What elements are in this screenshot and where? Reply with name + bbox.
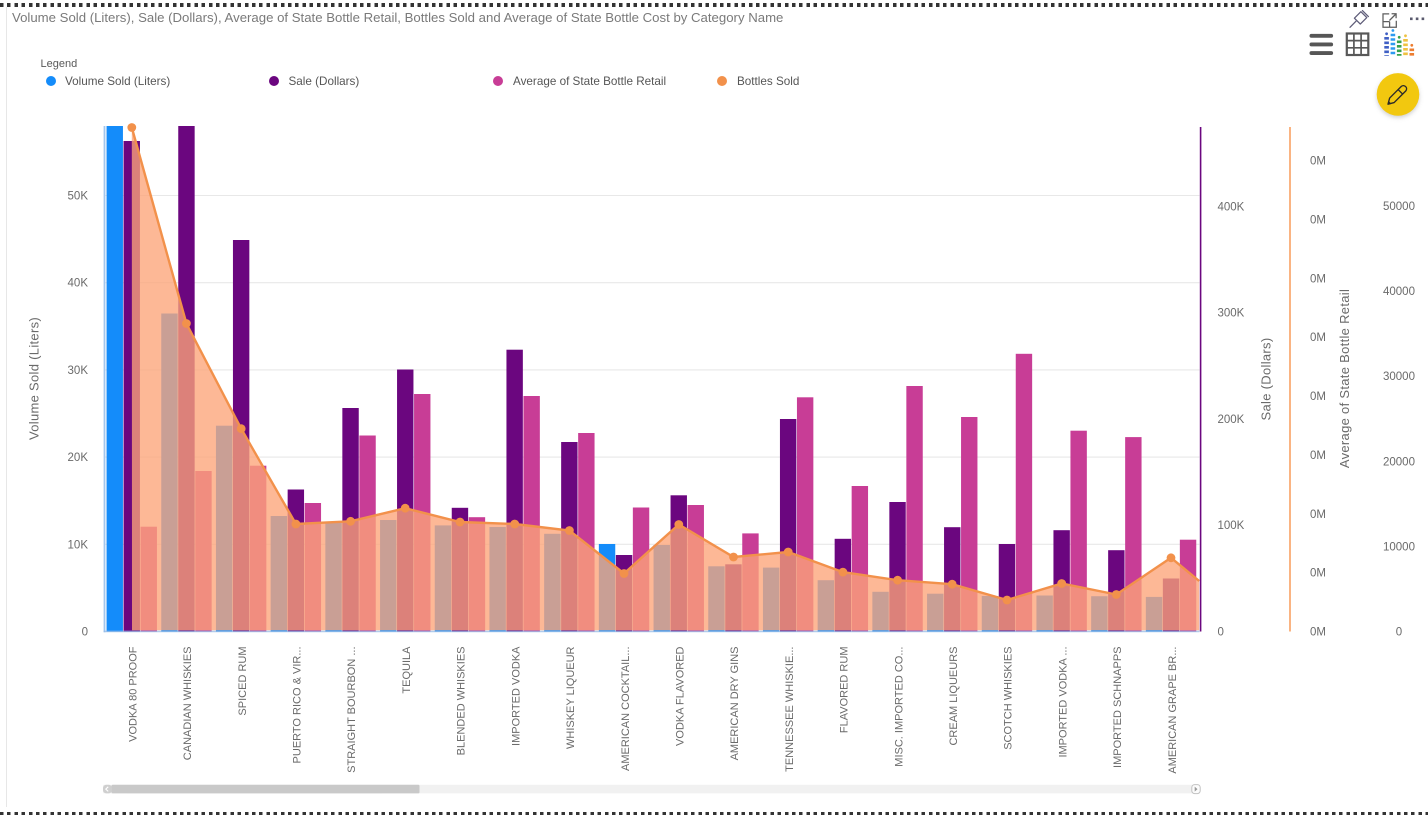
svg-text:0: 0 <box>1396 627 1402 639</box>
svg-text:0M: 0M <box>1310 156 1326 168</box>
svg-text:PUERTO RICO & VIR...: PUERTO RICO & VIR... <box>292 647 304 764</box>
svg-text:Average of State Bottle Retail: Average of State Bottle Retail <box>1337 289 1352 468</box>
svg-text:40K: 40K <box>68 278 89 290</box>
svg-text:0M: 0M <box>1310 509 1326 521</box>
svg-text:0M: 0M <box>1310 273 1326 285</box>
svg-text:IMPORTED SCHNAPPS: IMPORTED SCHNAPPS <box>1112 647 1124 768</box>
svg-text:40000: 40000 <box>1383 286 1415 298</box>
svg-text:50K: 50K <box>68 191 89 203</box>
svg-text:Volume Sold (Liters): Volume Sold (Liters) <box>27 317 42 440</box>
svg-text:MISC. IMPORTED CO...: MISC. IMPORTED CO... <box>893 647 905 767</box>
svg-text:TENNESSEE WHISKIE...: TENNESSEE WHISKIE... <box>784 647 796 772</box>
svg-text:10000: 10000 <box>1383 541 1415 553</box>
svg-text:0: 0 <box>82 627 88 639</box>
svg-text:BLENDED WHISKIES: BLENDED WHISKIES <box>456 647 468 756</box>
svg-text:CANADIAN WHISKIES: CANADIAN WHISKIES <box>182 647 194 761</box>
svg-text:VODKA 80 PROOF: VODKA 80 PROOF <box>127 646 139 742</box>
svg-text:0M: 0M <box>1310 450 1326 462</box>
svg-text:SCOTCH WHISKIES: SCOTCH WHISKIES <box>1003 647 1015 750</box>
svg-text:0: 0 <box>1218 627 1224 639</box>
svg-text:100K: 100K <box>1218 520 1245 532</box>
svg-text:0M: 0M <box>1310 332 1326 344</box>
svg-text:STRAIGHT BOURBON ...: STRAIGHT BOURBON ... <box>346 647 358 773</box>
svg-text:AMERICAN DRY GINS: AMERICAN DRY GINS <box>729 647 741 761</box>
svg-text:VODKA FLAVORED: VODKA FLAVORED <box>675 646 687 745</box>
svg-text:WHISKEY LIQUEUR: WHISKEY LIQUEUR <box>565 646 577 749</box>
svg-text:50000: 50000 <box>1383 201 1415 213</box>
svg-text:CREAM LIQUEURS: CREAM LIQUEURS <box>948 647 960 746</box>
svg-text:0M: 0M <box>1310 627 1326 639</box>
svg-text:0M: 0M <box>1310 391 1326 403</box>
svg-text:AMERICAN COCKTAIL...: AMERICAN COCKTAIL... <box>620 647 632 771</box>
svg-text:400K: 400K <box>1218 201 1245 213</box>
svg-text:SPICED RUM: SPICED RUM <box>237 647 249 716</box>
svg-text:0M: 0M <box>1310 215 1326 227</box>
svg-text:20K: 20K <box>68 452 89 464</box>
svg-text:0M: 0M <box>1310 568 1326 580</box>
svg-text:FLAVORED RUM: FLAVORED RUM <box>839 647 851 734</box>
svg-text:Sale (Dollars): Sale (Dollars) <box>1258 338 1273 421</box>
svg-text:30000: 30000 <box>1383 371 1415 383</box>
svg-text:IMPORTED VODKA: IMPORTED VODKA <box>510 646 522 746</box>
svg-text:30K: 30K <box>68 365 89 377</box>
svg-text:TEQUILA: TEQUILA <box>401 646 413 694</box>
svg-text:300K: 300K <box>1218 308 1245 320</box>
svg-text:IMPORTED VODKA ...: IMPORTED VODKA ... <box>1057 647 1069 758</box>
svg-text:AMERICAN GRAPE BR...: AMERICAN GRAPE BR... <box>1167 647 1179 774</box>
svg-text:10K: 10K <box>68 539 89 551</box>
svg-text:200K: 200K <box>1218 414 1245 426</box>
svg-text:20000: 20000 <box>1383 456 1415 468</box>
